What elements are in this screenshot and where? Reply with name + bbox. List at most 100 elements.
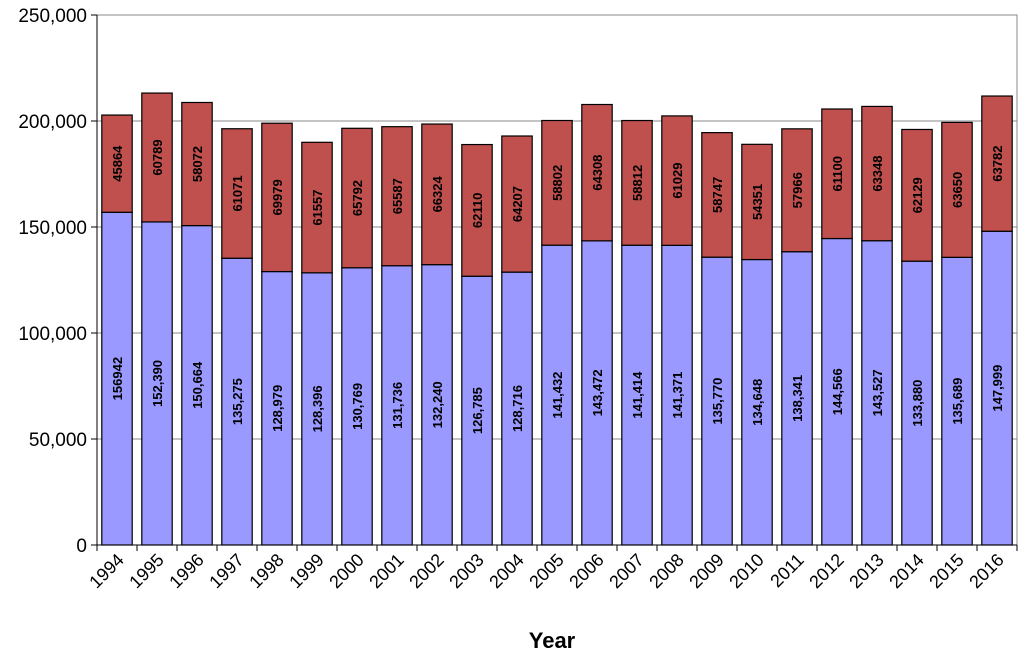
bar-label-upper: 63348 [870,155,885,191]
bar-label-upper: 61029 [670,163,685,199]
bar-segment-upper [661,115,693,246]
x-tick-label: 1998 [245,550,287,592]
bar-label-lower: 156942 [110,357,125,400]
x-tick-label: 2014 [885,550,927,592]
x-tick-label: 2013 [845,550,887,592]
bar-segment-lower [741,258,773,546]
bar-segment-lower [421,264,453,546]
bar-segment-upper [541,119,573,246]
bar-label-lower: 132,240 [430,381,445,428]
x-tick-label: 2007 [605,550,647,592]
bar-label-upper: 66324 [430,176,445,213]
bar-label-lower: 135,275 [230,378,245,425]
bar-label-upper: 58802 [550,165,565,201]
bar-label-lower: 133,880 [910,380,925,427]
bar-segment-upper [581,103,613,242]
bar-label-lower: 150,664 [190,361,205,409]
bar-segment-lower [621,244,653,546]
bar-segment-upper [101,114,133,213]
bar-label-upper: 58747 [710,177,725,213]
bar-label-lower: 138,341 [790,375,805,422]
bar-labels: 156942 45864 152,390 60789 150,664 58072 135,2… [110,139,1005,434]
bar-label-lower: 134,648 [750,379,765,426]
bar-segment-upper [861,105,893,242]
bar-label-upper: 58072 [190,146,205,182]
x-tick-label: 2010 [725,550,767,592]
x-tick-label: 2003 [445,550,487,592]
y-tick-label: 0 [76,536,87,557]
y-tick-label: 50,000 [29,430,87,451]
bar-label-lower: 141,371 [670,372,685,419]
bar-label-upper: 61071 [230,175,245,211]
x-tick-label: 1996 [165,550,207,592]
bar-label-lower: 128,396 [310,385,325,432]
bar-segment-upper [981,95,1013,232]
bar-segment-lower [461,275,493,546]
bar-segment-upper [301,141,333,274]
bar-label-lower: 143,472 [590,369,605,416]
bar-label-upper: 64308 [590,155,605,191]
x-tick-label: 2004 [485,550,527,592]
bar-segment-upper [701,132,733,258]
bar-segment-lower [301,272,333,546]
bar-segment-upper [341,127,373,269]
bars [101,92,1013,546]
x-tick-label: 2016 [965,550,1007,592]
bar-segment-upper [821,108,853,240]
bar-segment-upper [461,143,493,277]
bar-label-upper: 64207 [510,186,525,222]
bar-segment-upper [221,128,253,259]
bar-label-upper: 58812 [630,165,645,201]
x-tick-label: 2001 [365,550,407,592]
x-tick-label: 1994 [85,550,127,592]
bar-segment-lower [981,230,1013,546]
bar-segment-upper [181,101,213,227]
y-tick-label: 100,000 [18,324,87,345]
bar-label-upper: 69979 [270,179,285,215]
bar-label-lower: 152,390 [150,360,165,407]
bar-segment-upper [381,126,413,267]
y-tick-label: 150,000 [18,218,87,239]
bar-label-lower: 144,566 [830,368,845,415]
bar-label-lower: 130,769 [350,383,365,430]
bar-segment-lower [661,244,693,546]
bar-label-upper: 62129 [910,177,925,213]
x-tick-label: 1999 [285,550,327,592]
bar-segment-upper [621,119,653,246]
x-tick-label: 2008 [645,550,687,592]
bar-segment-upper [781,128,813,253]
bar-label-upper: 61100 [830,156,845,191]
y-tick-label: 200,000 [18,112,87,133]
x-tick-label: 2015 [925,550,967,592]
bar-label-upper: 63782 [990,146,1005,182]
bar-segment-lower [381,265,413,546]
bar-segment-upper [141,92,173,223]
bar-segment-upper [261,122,293,273]
x-tick-label: 1997 [205,550,247,592]
bar-label-upper: 54351 [750,184,765,220]
x-tick-label: 2002 [405,550,447,592]
bar-segment-upper [741,143,773,261]
bar-label-upper: 57966 [790,172,805,208]
bar-label-upper: 62110 [470,193,485,228]
bar-label-lower: 135,770 [710,378,725,425]
bar-segment-lower [221,257,253,546]
x-tick-label: 2009 [685,550,727,592]
bar-label-lower: 141,432 [550,372,565,419]
bar-label-upper: 61557 [310,189,325,225]
bar-segment-lower [261,270,293,546]
bar-segment-upper [501,135,533,273]
x-axis: 1994199519961997199819992000200120022003… [85,544,1018,592]
bar-segment-lower [581,240,613,546]
bar-label-lower: 135,689 [950,378,965,425]
bar-label-lower: 141,414 [630,371,645,419]
bar-label-upper: 60789 [150,139,165,175]
bar-label-upper: 63650 [950,172,965,208]
bar-segment-upper [901,128,933,262]
bar-label-upper: 65587 [390,178,405,214]
bar-segment-lower [341,267,373,546]
x-tick-label: 1995 [125,550,167,592]
bar-label-upper: 45864 [110,145,125,182]
